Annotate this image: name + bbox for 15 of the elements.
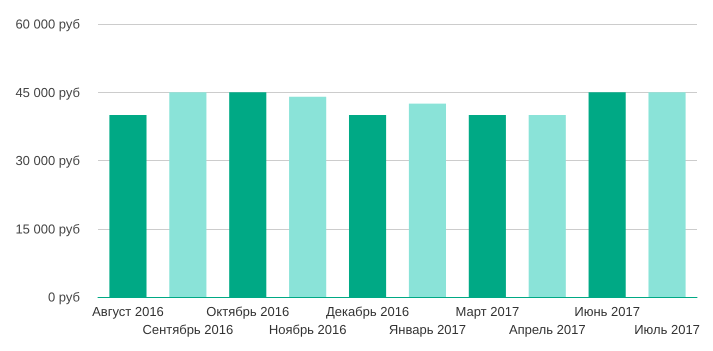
x-tick-label: Март 2017 [456, 304, 520, 319]
x-tick-label: Апрель 2017 [508, 322, 586, 337]
x-tick-label: Январь 2017 [388, 322, 466, 337]
x-tick-label: Июнь 2017 [574, 304, 640, 319]
y-tick-label: 45 000 руб [15, 84, 80, 100]
x-tick-label: Август 2016 [92, 304, 164, 319]
y-tick-label: 30 000 руб [15, 153, 80, 168]
x-tick-label: Октябрь 2016 [206, 304, 290, 319]
x-tick-label: Июль 2017 [634, 322, 700, 337]
x-tick-label: Сентябрь 2016 [142, 322, 234, 337]
x-tick-label: Ноябрь 2016 [268, 322, 346, 337]
y-tick-label: 0 руб [48, 290, 80, 304]
y-tick-label: 60 000 руб [15, 16, 80, 32]
y-tick-label: 15 000 руб [15, 221, 80, 236]
x-tick-label: Декабрь 2016 [326, 304, 410, 319]
